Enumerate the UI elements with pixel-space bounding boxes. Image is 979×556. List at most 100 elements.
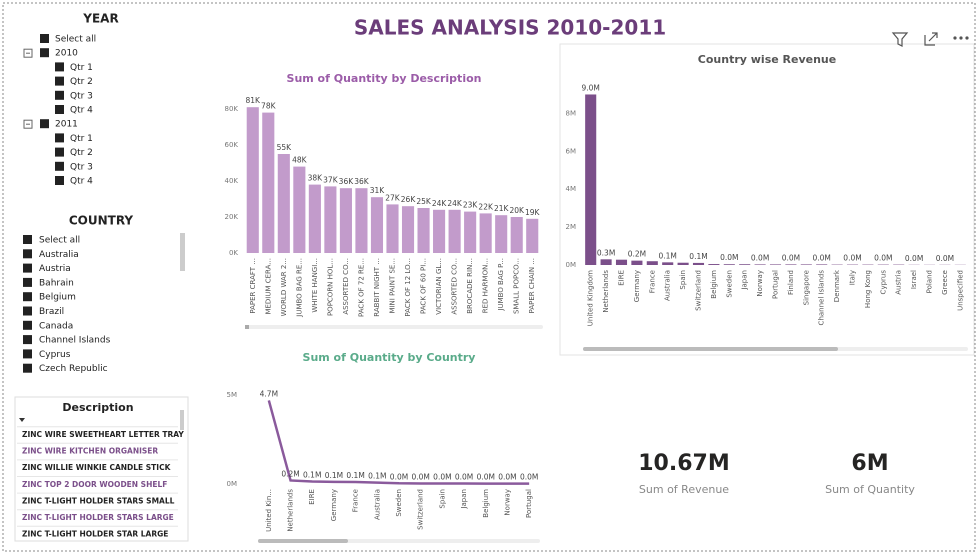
scrollbar-thumb[interactable]	[258, 539, 348, 543]
checkbox[interactable]	[23, 292, 32, 302]
bar[interactable]	[510, 217, 523, 253]
slicer-item[interactable]: Australia	[39, 250, 79, 260]
bar[interactable]	[723, 264, 735, 265]
bar[interactable]	[433, 209, 446, 253]
checkbox[interactable]	[23, 320, 32, 330]
bar[interactable]	[785, 264, 797, 265]
checkbox[interactable]	[23, 249, 32, 259]
slicer-item[interactable]: Qtr 2	[70, 148, 93, 158]
checkbox[interactable]	[55, 176, 64, 185]
checkbox[interactable]	[23, 235, 32, 244]
checkbox[interactable]	[40, 48, 49, 58]
x-tick-label: Singapore	[802, 270, 810, 305]
slicer-item[interactable]: 2011	[55, 120, 78, 130]
bar[interactable]	[417, 208, 430, 253]
slicer-item[interactable]: Cyprus	[39, 350, 71, 360]
checkbox[interactable]	[55, 161, 64, 171]
bar[interactable]	[308, 184, 321, 253]
slicer-item[interactable]: Qtr 4	[70, 177, 93, 187]
checkbox[interactable]	[55, 147, 64, 157]
filter-icon[interactable]	[891, 32, 909, 47]
checkbox[interactable]	[55, 90, 64, 100]
bar[interactable]	[769, 264, 782, 265]
sort-arrow[interactable]	[19, 418, 25, 422]
slicer-item[interactable]: Austria	[39, 264, 71, 274]
card-value: 10.67M	[638, 451, 729, 476]
checkbox[interactable]	[23, 306, 32, 316]
slicer-item[interactable]: Qtr 3	[70, 91, 93, 101]
checkbox[interactable]	[55, 105, 64, 114]
more-icon[interactable]	[953, 36, 957, 40]
bar[interactable]	[692, 262, 705, 265]
bar[interactable]	[600, 259, 612, 265]
bar[interactable]	[677, 262, 689, 265]
bar[interactable]	[526, 218, 539, 253]
bar[interactable]	[339, 188, 352, 253]
checkbox[interactable]	[23, 363, 32, 373]
bar[interactable]	[277, 154, 290, 253]
table-row[interactable]: ZINC T-LIGHT HOLDER STARS LARGE	[22, 513, 174, 522]
bar[interactable]	[324, 186, 337, 253]
slicer-item[interactable]: Qtr 1	[70, 134, 93, 144]
expand-toggle[interactable]	[23, 48, 33, 58]
slicer-scrollbar[interactable]	[180, 233, 185, 271]
more-icon[interactable]	[965, 36, 969, 40]
slicer-item[interactable]: Qtr 3	[70, 162, 93, 172]
bar[interactable]	[754, 264, 766, 265]
bar[interactable]	[631, 260, 643, 265]
bar[interactable]	[585, 94, 597, 265]
bar[interactable]	[479, 213, 492, 253]
bar[interactable]	[464, 211, 477, 253]
data-label: 0.1M	[658, 251, 676, 260]
scrollbar-thumb[interactable]	[583, 347, 838, 351]
bar[interactable]	[816, 264, 828, 265]
checkbox[interactable]	[40, 34, 49, 43]
table-row[interactable]: ZINC WIRE SWEETHEART LETTER TRAY	[22, 430, 184, 439]
bar[interactable]	[246, 107, 259, 253]
bar[interactable]	[646, 261, 658, 265]
bar[interactable]	[495, 215, 508, 253]
table-scrollbar[interactable]	[180, 410, 184, 430]
slicer-item[interactable]: Canada	[39, 321, 73, 331]
table-row[interactable]: ZINC WIRE KITCHEN ORGANISER	[22, 447, 158, 456]
bar[interactable]	[739, 264, 751, 265]
table-row[interactable]: ZINC T-LIGHT HOLDER STAR LARGE	[22, 530, 168, 539]
bar[interactable]	[800, 264, 812, 265]
checkbox[interactable]	[23, 349, 32, 359]
slicer-item[interactable]: Czech Republic	[39, 364, 108, 374]
bar[interactable]	[370, 197, 384, 253]
slicer-item[interactable]: 2010	[55, 49, 78, 59]
bar[interactable]	[386, 204, 399, 253]
checkbox[interactable]	[55, 133, 64, 143]
slicer-item[interactable]: Select all	[39, 236, 80, 246]
checkbox[interactable]	[55, 62, 64, 72]
slicer-item[interactable]: Bahrain	[39, 278, 74, 288]
table-row[interactable]: ZINC TOP 2 DOOR WOODEN SHELF	[22, 480, 167, 489]
table-row[interactable]: ZINC T-LIGHT HOLDER STARS SMALL	[22, 496, 175, 505]
table-row[interactable]: ZINC WILLIE WINKIE CANDLE STICK	[22, 463, 172, 472]
slicer-item[interactable]: Qtr 4	[70, 106, 93, 116]
bar[interactable]	[293, 166, 306, 253]
bar[interactable]	[662, 262, 674, 265]
bar[interactable]	[262, 112, 275, 253]
slicer-item[interactable]: Select all	[55, 35, 96, 45]
slicer-item[interactable]: Brazil	[39, 307, 64, 317]
scrollbar-thumb[interactable]	[245, 325, 249, 329]
more-icon[interactable]	[959, 36, 963, 40]
slicer-item[interactable]: Belgium	[39, 293, 76, 303]
bar[interactable]	[708, 264, 720, 265]
checkbox[interactable]	[23, 277, 32, 287]
bar[interactable]	[355, 188, 368, 253]
checkbox[interactable]	[55, 76, 64, 86]
checkbox[interactable]	[40, 119, 49, 129]
bar[interactable]	[448, 209, 461, 253]
slicer-item[interactable]: Qtr 1	[70, 63, 93, 73]
checkbox[interactable]	[23, 335, 32, 345]
focus-icon[interactable]	[924, 32, 938, 46]
expand-toggle[interactable]	[23, 119, 33, 129]
slicer-item[interactable]: Qtr 2	[70, 77, 93, 87]
bar[interactable]	[401, 206, 415, 253]
slicer-item[interactable]: Channel Islands	[39, 336, 111, 346]
checkbox[interactable]	[23, 263, 32, 273]
bar[interactable]	[615, 259, 628, 265]
